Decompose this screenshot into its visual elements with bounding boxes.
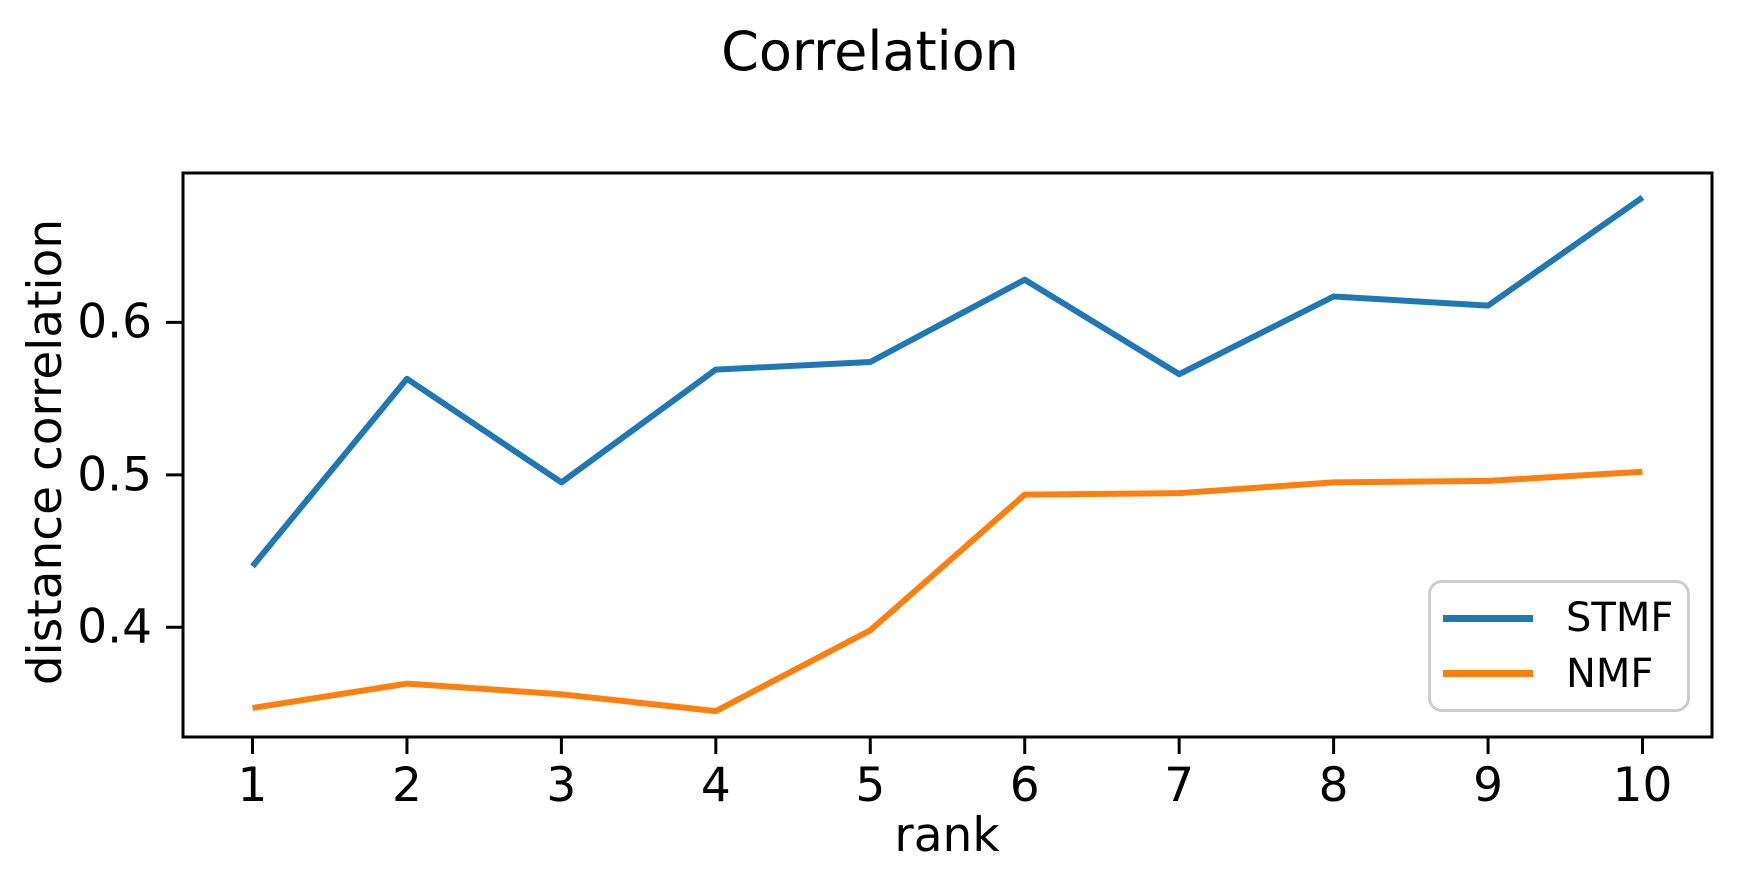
legend-line-swatch-stmf: [1443, 614, 1533, 622]
x-tick-label-4: 4: [700, 758, 731, 813]
x-tick-label-3: 3: [546, 758, 577, 813]
x-tick-label-9: 9: [1473, 758, 1503, 813]
x-axis-label: rank: [894, 808, 1000, 863]
legend-entry-nmf: NMF: [1431, 654, 1687, 694]
y-axis-label: distance correlation: [18, 218, 74, 686]
chart-title: Correlation: [721, 20, 1019, 83]
axes-frame: [181, 171, 1714, 739]
x-tick-label-7: 7: [1164, 758, 1195, 813]
x-tick-label-1: 1: [237, 758, 268, 813]
legend-line-swatch-nmf: [1443, 670, 1533, 678]
legend-label-nmf: NMF: [1566, 650, 1654, 697]
x-tick-label-2: 2: [391, 758, 422, 813]
x-tick-label-5: 5: [855, 758, 886, 813]
x-tick-label-8: 8: [1318, 758, 1349, 813]
x-tick-label-10: 10: [1612, 758, 1673, 813]
y-tick-label-0.4: 0.4: [77, 599, 152, 655]
legend-label-stmf: STMF: [1566, 595, 1674, 642]
series-line-stmf: [250, 194, 1645, 569]
legend-box: STMF NMF: [1428, 580, 1690, 712]
y-tick-label-0.6: 0.6: [77, 294, 152, 350]
series-line-nmf: [252, 468, 1643, 715]
x-tick-label-6: 6: [1009, 758, 1040, 813]
y-tick-label-0.5: 0.5: [77, 447, 152, 503]
legend-entry-stmf: STMF: [1431, 598, 1687, 638]
